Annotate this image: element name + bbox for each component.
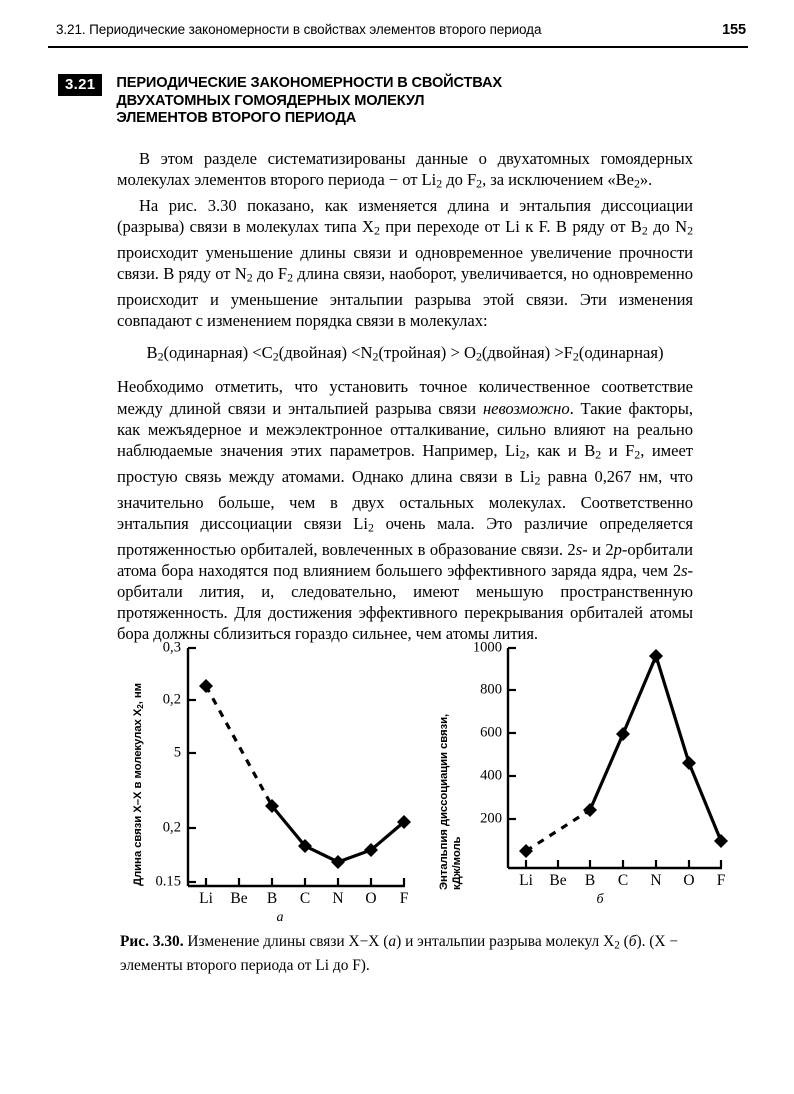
chart-b-svg — [506, 646, 728, 870]
chart-bond-length: Длина связи X–X в молекулах X2, нм — [120, 628, 420, 928]
chart-a-xtick-n: N — [332, 890, 344, 907]
running-head: 3.21. Периодические закономерности в сво… — [56, 22, 746, 44]
chart-b-xtick-be: Be — [549, 872, 567, 889]
chart-b-xtick-c: C — [617, 872, 629, 889]
section-title-line-1: ПЕРИОДИЧЕСКИЕ ЗАКОНОМЕРНОСТИ В СВОЙСТВАХ — [116, 75, 502, 91]
paragraph-1: В этом разделе систематизированы данные … — [117, 149, 693, 191]
chart-b-panel-letter: б — [596, 892, 604, 907]
chart-b-x-tick-labels: Li Be B C N O F — [430, 872, 730, 892]
chart-a-xtick-be: Be — [230, 890, 248, 907]
chart-a-xtick-li: Li — [199, 890, 213, 907]
section-heading: 3.21 ПЕРИОДИЧЕСКИЕ ЗАКОНОМЕРНОСТИ В СВОЙ… — [58, 74, 748, 128]
figure-3-30: Длина связи X–X в молекулах X2, нм — [120, 628, 728, 928]
page-number: 155 — [722, 22, 746, 38]
chart-a-xtick-f: F — [399, 890, 409, 907]
chart-b-xtick-o: O — [683, 872, 695, 889]
chart-b-ytick-800: 800 — [480, 681, 502, 698]
chart-b-ytick-200: 200 — [480, 810, 502, 827]
chart-a-svg — [186, 646, 411, 888]
chart-dissociation-enthalpy: Энтальпия диссоциации связи, кДж/моль — [430, 628, 730, 928]
chart-a-x-tick-labels: Li Be B C N O F — [120, 890, 420, 910]
chart-b-xtick-f: F — [716, 872, 726, 889]
chart-b-axes — [506, 646, 723, 870]
section-title-line-3: ЭЛЕМЕНТОВ ВТОРОГО ПЕРИОДА — [116, 110, 357, 127]
chart-a-xtick-c: C — [299, 890, 311, 907]
chart-a-axes — [186, 646, 406, 888]
chart-b-plot-area — [430, 628, 730, 928]
paragraph-2: На рис. 3.30 показано, как изменяется дл… — [117, 196, 693, 331]
chart-a-ytick-0: 0,3 — [162, 639, 181, 656]
chart-b-series — [519, 649, 728, 858]
body-text: В этом разделе систематизированы данные … — [117, 148, 693, 645]
chart-b-ytick-600: 600 — [480, 724, 502, 741]
chart-a-ytick-4: 0.15 — [155, 873, 181, 890]
section-title-line-2: ДВУХАТОМНЫХ ГОМОЯДЕРНЫХ МОЛЕКУЛ — [116, 92, 425, 109]
section-title: ПЕРИОДИЧЕСКИЕ ЗАКОНОМЕРНОСТИ В СВОЙСТВАХ… — [116, 74, 502, 128]
figure-caption-label: Рис. 3.30. — [120, 933, 184, 950]
paragraph-3: Необходимо отметить, что установить точн… — [117, 377, 693, 644]
chart-b-xtick-n: N — [650, 872, 662, 889]
chart-a-ytick-2: 5 — [173, 744, 181, 761]
bond-order-formula: B2(одинарная) <C2(двойная) <N2(тройная) … — [146, 342, 664, 364]
chart-b-xtick-b: B — [584, 872, 596, 889]
chart-a-ytick-3: 0,2 — [162, 819, 181, 836]
chart-a-panel-letter: а — [276, 910, 284, 925]
chart-a-xtick-o: O — [365, 890, 377, 907]
chart-a-plot-area — [120, 628, 420, 928]
chart-a-markers — [199, 679, 411, 869]
running-head-title: 3.21. Периодические закономерности в сво… — [56, 22, 542, 37]
chart-a-ytick-1: 0,2 — [162, 691, 181, 708]
chart-b-xtick-li: Li — [519, 872, 533, 889]
header-rule — [48, 46, 748, 48]
chart-a-series — [199, 679, 411, 869]
section-number-badge: 3.21 — [58, 74, 103, 96]
chart-b-markers — [519, 649, 728, 858]
chart-b-ytick-1000: 1000 — [472, 639, 502, 656]
figure-caption-text: Изменение длины связи X−X (а) и энтальпи… — [120, 933, 679, 974]
chart-a-xtick-b: B — [266, 890, 278, 907]
chart-b-ytick-400: 400 — [480, 767, 502, 784]
figure-caption: Рис. 3.30. Изменение длины связи X−X (а)… — [120, 932, 698, 975]
